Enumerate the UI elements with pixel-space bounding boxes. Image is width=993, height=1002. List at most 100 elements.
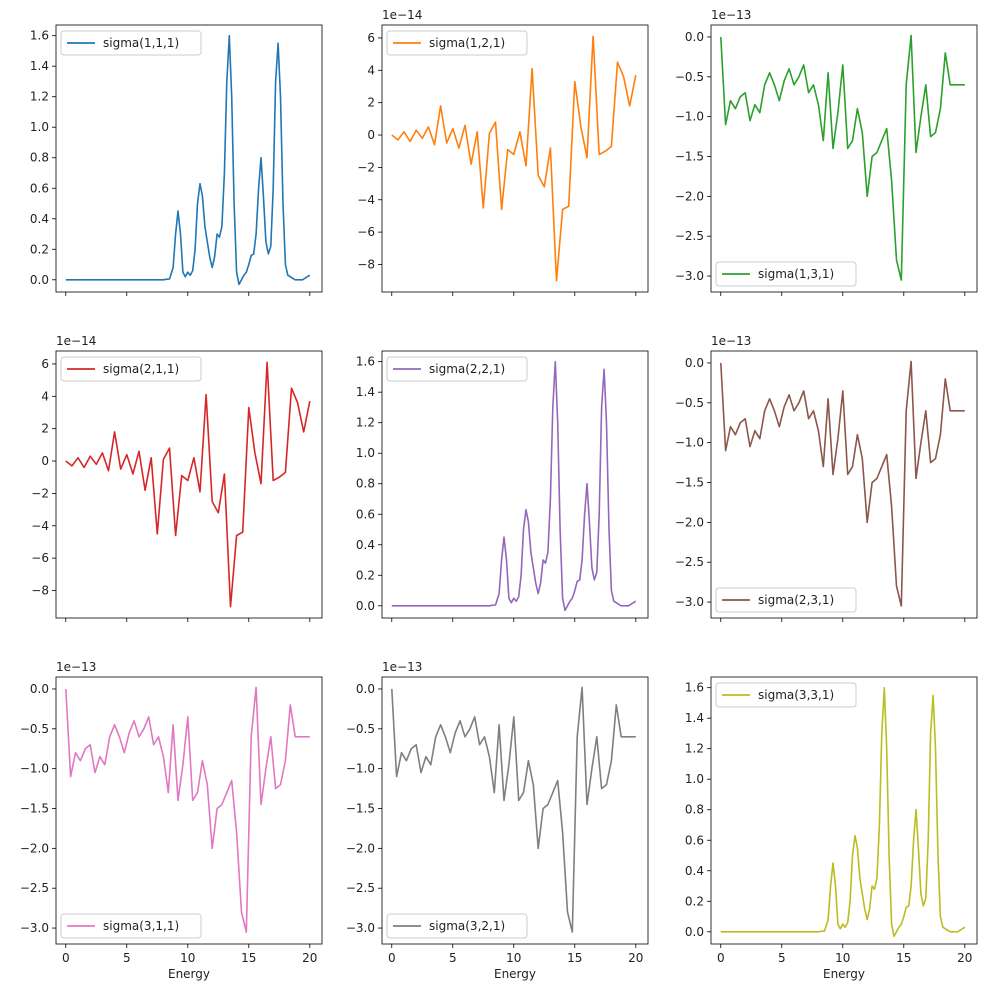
y-tick-label: 0 (367, 128, 375, 142)
y-tick-label: 2 (41, 422, 49, 436)
legend: sigma(2,2,1) (386, 356, 528, 382)
legend-label: sigma(3,1,1) (103, 919, 179, 933)
series-line (65, 686, 310, 933)
y-tick-label: 0.8 (30, 151, 49, 165)
legend: sigma(1,1,1) (60, 30, 202, 56)
y-tick-label: 0.6 (685, 833, 704, 847)
y-tick-label: 0.0 (356, 599, 375, 613)
y-tick-label: −0.5 (675, 396, 704, 410)
y-tick-label: 0.4 (356, 538, 375, 552)
axes-frame (381, 24, 649, 293)
y-tick-label: 0.6 (356, 507, 375, 521)
x-tick-label: 15 (896, 951, 911, 965)
y-tick-label: 1.4 (356, 385, 375, 399)
y-tick-label: 2 (367, 96, 375, 110)
y-tick-label: −2.5 (346, 881, 375, 895)
legend-label: sigma(3,3,1) (758, 688, 834, 702)
y-tick-label: 0.2 (30, 242, 49, 256)
legend-box (60, 913, 202, 939)
series-line (720, 34, 965, 281)
y-tick-label: −1.0 (20, 762, 49, 776)
axes-frame (710, 350, 978, 619)
y-scale-offset-label: 1e−13 (711, 8, 751, 22)
axes-frame (710, 24, 978, 293)
y-tick-label: 4 (367, 63, 375, 77)
y-tick-label: 1.4 (30, 59, 49, 73)
y-scale-offset-label: 1e−13 (382, 660, 422, 674)
y-tick-label: 0.0 (685, 30, 704, 44)
x-tick-label: 20 (302, 951, 317, 965)
subplot-2: −8 −6 −4 −2 0 2 4 6 1e−14 sigma(1,2,1) (357, 8, 649, 296)
x-axis-label: Energy (823, 967, 865, 981)
x-tick-label: 0 (388, 951, 396, 965)
x-tick-label: 10 (506, 951, 521, 965)
y-tick-label: 1.2 (685, 742, 704, 756)
y-tick-label: −3.0 (346, 921, 375, 935)
y-tick-label: −0.5 (675, 70, 704, 84)
legend: sigma(2,3,1) (715, 587, 857, 613)
series-line (720, 686, 966, 938)
subplot-5: 0.0 0.2 0.4 0.6 0.8 1.0 1.2 1.4 1.6 sigma(2,2,1) (356, 350, 649, 622)
y-tick-label: 0.2 (356, 568, 375, 582)
legend: sigma(3,3,1) (715, 682, 857, 708)
axes-frame (381, 350, 649, 619)
y-tick-label: −1.0 (675, 110, 704, 124)
y-tick-label: −2.5 (20, 881, 49, 895)
y-tick-label: 0.0 (30, 273, 49, 287)
series-line (391, 35, 637, 282)
y-tick-label: 1.4 (685, 711, 704, 725)
y-tick-label: 0.4 (685, 864, 704, 878)
subplot-9: 0.0 0.2 0.4 0.6 0.8 1.0 1.2 1.4 1.6 0 5 10 15 20 Energ… (685, 676, 978, 981)
y-tick-label: 0.0 (685, 925, 704, 939)
y-scale-offset-label: 1e−14 (382, 8, 422, 22)
legend-label: sigma(1,3,1) (758, 267, 834, 281)
y-tick-label: −1.5 (675, 150, 704, 164)
y-tick-label: −6 (31, 551, 49, 565)
x-tick-label: 20 (628, 951, 643, 965)
legend: sigma(3,2,1) (386, 913, 528, 939)
y-tick-label: −0.5 (346, 722, 375, 736)
y-tick-label: 4 (41, 389, 49, 403)
y-tick-label: −1.5 (20, 802, 49, 816)
axes-frame (381, 676, 649, 945)
series-line (391, 686, 636, 933)
y-tick-label: 6 (367, 31, 375, 45)
x-tick-label: 5 (449, 951, 457, 965)
x-axis-label: Energy (168, 967, 210, 981)
y-tick-label: −1.5 (346, 802, 375, 816)
legend-box (386, 913, 528, 939)
y-tick-label: 1.0 (685, 772, 704, 786)
legend-box (386, 356, 528, 382)
y-tick-label: 0 (41, 454, 49, 468)
y-tick-label: −1.5 (675, 476, 704, 490)
y-tick-label: 0.4 (30, 212, 49, 226)
y-tick-label: −3.0 (675, 269, 704, 283)
legend-label: sigma(1,2,1) (429, 36, 505, 50)
legend: sigma(2,1,1) (60, 356, 202, 382)
y-tick-label: −2 (31, 486, 49, 500)
x-tick-label: 20 (957, 951, 972, 965)
y-tick-label: −3.0 (675, 595, 704, 609)
y-scale-offset-label: 1e−13 (711, 334, 751, 348)
y-tick-label: −4 (31, 519, 49, 533)
subplot-8: −3.0 −2.5 −2.0 −1.5 −1.0 −0.5 0.0 0 5 10 15 20 Energ… (346, 660, 649, 981)
y-tick-label: −8 (31, 583, 49, 597)
y-tick-label: −1.0 (675, 436, 704, 450)
y-tick-label: −2.0 (20, 841, 49, 855)
y-tick-label: 6 (41, 357, 49, 371)
legend-box (386, 30, 528, 56)
axes-frame (55, 24, 323, 293)
legend: sigma(3,1,1) (60, 913, 202, 939)
x-tick-label: 0 (717, 951, 725, 965)
series-line (391, 360, 637, 612)
y-tick-label: 1.0 (30, 120, 49, 134)
x-tick-label: 0 (62, 951, 70, 965)
axes-frame (55, 350, 323, 619)
subplot-3: −3.0 −2.5 −2.0 −1.5 −1.0 −0.5 0.0 1e−13 sigma(1,… (675, 8, 978, 296)
legend-label: sigma(2,3,1) (758, 593, 834, 607)
y-tick-label: −2 (357, 160, 375, 174)
y-tick-label: 1.0 (356, 446, 375, 460)
y-tick-label: 0.8 (356, 477, 375, 491)
series-line (720, 360, 965, 607)
